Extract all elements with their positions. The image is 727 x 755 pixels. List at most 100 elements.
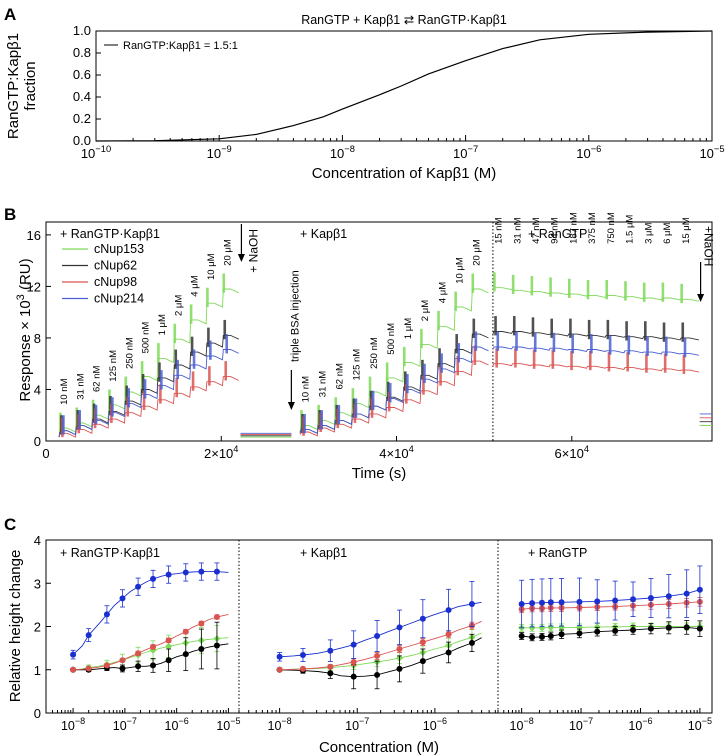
data-point-c [119,657,126,664]
data-point-c [529,600,536,607]
data-point-c [419,615,426,622]
x-tick-label-a: 10−7 [453,144,478,161]
arrow-label-b: triple BSA injection [289,270,301,362]
x-tick-label-c: 10−5 [216,716,240,733]
data-point-c [213,642,220,649]
y-tick-label-c: 0 [34,706,41,721]
conc-label-b: 3 μM [643,223,654,244]
conc-label-b: 250 nM [124,337,135,369]
data-point-c [665,593,672,600]
x-tick-label-b: 0 [42,446,49,461]
data-point-c [683,624,690,631]
data-point-c [374,671,381,678]
y-tick-label-a: 0.2 [73,111,91,126]
data-point-c [419,658,426,665]
data-point-c [538,599,545,606]
data-point-c [630,626,637,633]
data-point-c [119,595,126,602]
conc-label-b: 10 nM [59,378,70,404]
data-point-c [165,657,172,664]
data-point-c [70,651,77,658]
chart-a-title: RanGTP + Kapβ1 ⇄ RanGTP·Kapβ1 [301,13,507,27]
data-point-c [198,645,205,652]
data-point-c [103,611,110,618]
y-tick-label-b: 12 [27,279,41,294]
data-point-c [576,630,583,637]
series-line-c [73,613,229,671]
conc-label-b: 31 nM [317,371,328,397]
x-tick-label-c: 10−8 [510,716,534,733]
x-tick-label-b: 4×104 [379,444,414,461]
section-label-c: + RanGTP [528,546,587,560]
conc-label-b: 20 μM [222,239,233,266]
conc-label-b: 6 μM [662,223,673,244]
conc-label-b: 10 μM [454,257,465,284]
data-point-c [538,624,546,632]
data-point-c [612,597,619,604]
data-point-c [327,663,334,670]
chart-c: + RanGTP·Kapβ1 + Kapβ1 + RanGTP 0 1 2 3 4 Concen… [7,533,713,755]
conc-label-b: 31 nM [512,217,523,243]
y-tick-label-c: 3 [34,576,41,591]
data-point-c [547,633,554,640]
chart-a: RanGTP + Kapβ1 ⇄ RanGTP·Kapβ1 0.0 0.2 0.4 0.… [5,13,725,182]
data-point-c [150,643,157,650]
y-tick-label-a: 0.4 [73,89,91,104]
x-tick-label-c: 10−7 [569,716,593,733]
data-point-c [558,631,565,638]
data-point-c [165,642,173,650]
data-point-c [547,623,555,631]
series-line-a [95,30,713,142]
conc-label-b: 4 μM [190,275,201,296]
data-point-c [299,665,306,672]
data-point-c [182,651,189,658]
data-point-c [165,571,172,578]
data-point-c [213,568,220,575]
x-tick-label-a: 10−9 [207,144,232,161]
data-point-c [396,624,403,631]
y-tick-label-a: 1.0 [73,23,91,38]
series-line-c [279,637,482,678]
y-tick-label-b: 16 [27,228,41,243]
y-axis-label-c: Relative height change [7,550,24,703]
data-point-c [558,623,566,631]
legend-label-b: cNup153 [94,242,144,256]
data-point-c [327,670,334,677]
x-axis-label-b: Time (s) [352,465,406,482]
section-label-b: + Kapβ1 [300,227,347,241]
section-label-c: + RanGTP·Kapβ1 [60,546,160,560]
arrow-label-b: +NaOH [702,226,716,266]
arrow-head-b [287,402,295,410]
data-point-c [135,650,142,657]
data-point-c [696,586,703,593]
chart-b: 0 4 8 12 16 0 2×104 4×104 6×104 Time (s) Response … [15,212,716,482]
arrow-label-b: + NaOH [246,229,260,273]
x-tick-label-b: 6×104 [555,444,590,461]
legend-label-b: cNup62 [94,259,137,273]
data-point-c [558,599,565,606]
data-point-c [150,575,157,582]
x-tick-label-c: 10−6 [165,716,189,733]
section-label-b: + RanGTP [528,227,587,241]
conc-label-b: 10 nM [300,376,311,402]
data-point-c [518,601,525,608]
series-trace-b [58,287,712,438]
data-point-c [103,662,110,669]
data-point-c [182,628,189,635]
data-point-c [327,647,334,654]
legend-label-a: RanGTP:Kapβ1 = 1.5:1 [123,40,238,52]
x-tick-label-c: 10−7 [345,716,369,733]
data-point-c [594,598,601,605]
plot-frame-b [45,221,713,442]
data-point-c [683,590,690,597]
conc-label-b: 187 nM [568,212,579,244]
data-point-c [299,652,306,659]
conc-label-b: 375 nM [587,212,598,244]
data-point-c [276,666,283,673]
x-tick-label-c: 10−6 [628,716,652,733]
y-tick-label-b: 0 [34,434,41,449]
data-point-c [593,623,601,631]
x-tick-label-a: 10−6 [576,144,601,161]
y-tick-label-c: 2 [34,620,41,635]
x-tick-label-c: 10−6 [423,716,447,733]
